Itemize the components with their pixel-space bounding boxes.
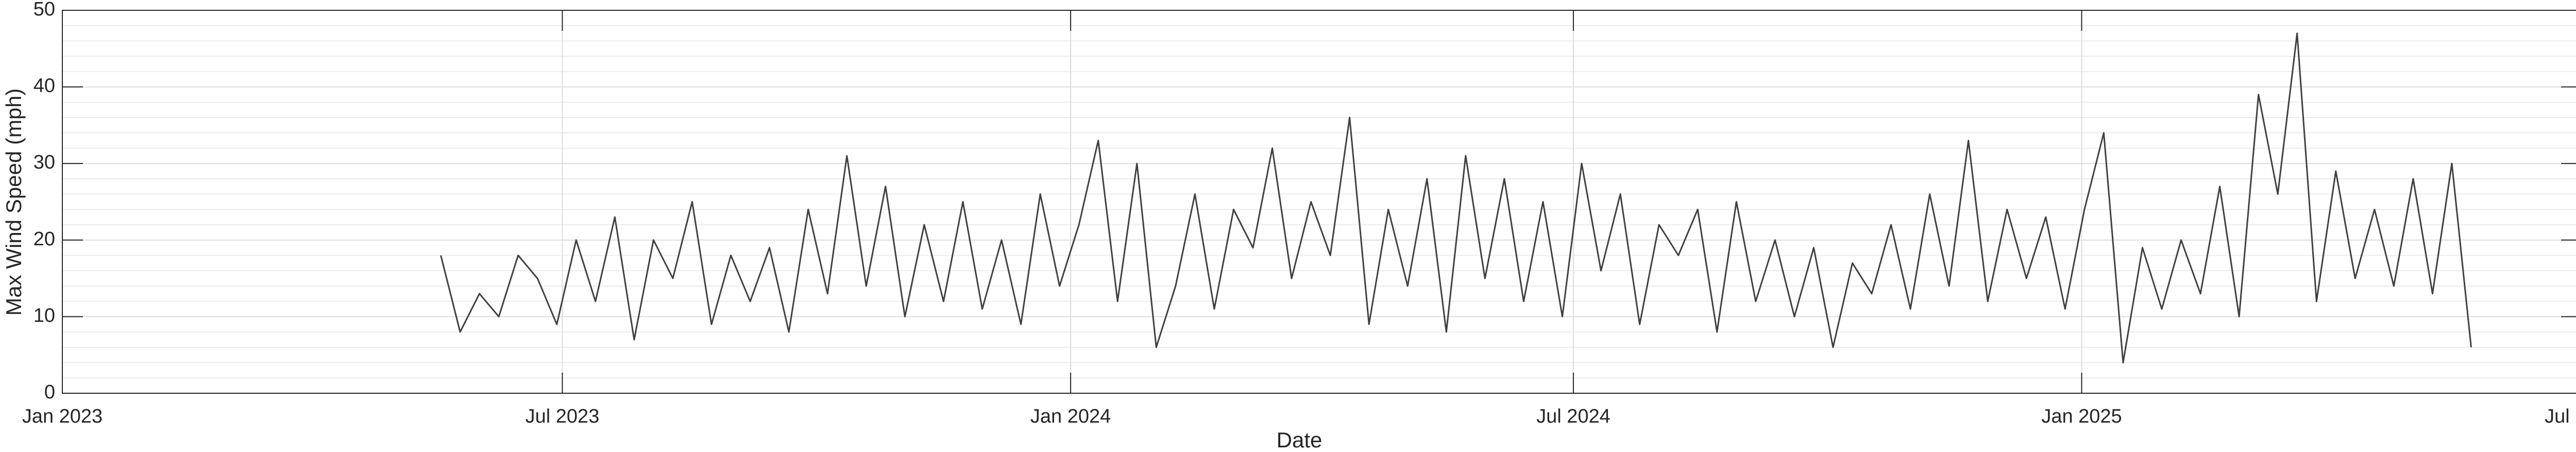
y-tick-label: 10 <box>33 305 55 326</box>
y-tick-label: 0 <box>44 381 55 403</box>
y-axis-label: Max Wind Speed (mph) <box>2 88 26 315</box>
x-axis-label: Date <box>1277 428 1323 452</box>
x-tick-label: Jul 2025 <box>2545 406 2576 427</box>
x-tick-label: Jan 2024 <box>1030 406 1111 427</box>
x-tick-label: Jan 2023 <box>22 406 103 427</box>
y-tick-label: 40 <box>33 75 55 97</box>
x-tick-label: Jan 2025 <box>2041 406 2122 427</box>
y-tick-label: 20 <box>33 228 55 250</box>
data-line <box>440 32 2472 364</box>
y-tick-label: 30 <box>33 152 55 173</box>
y-tick-label: 50 <box>33 0 55 20</box>
x-tick-label: Jul 2024 <box>1536 406 1611 427</box>
plot-frame <box>62 10 2576 394</box>
x-tick-label: Jul 2023 <box>526 406 600 427</box>
